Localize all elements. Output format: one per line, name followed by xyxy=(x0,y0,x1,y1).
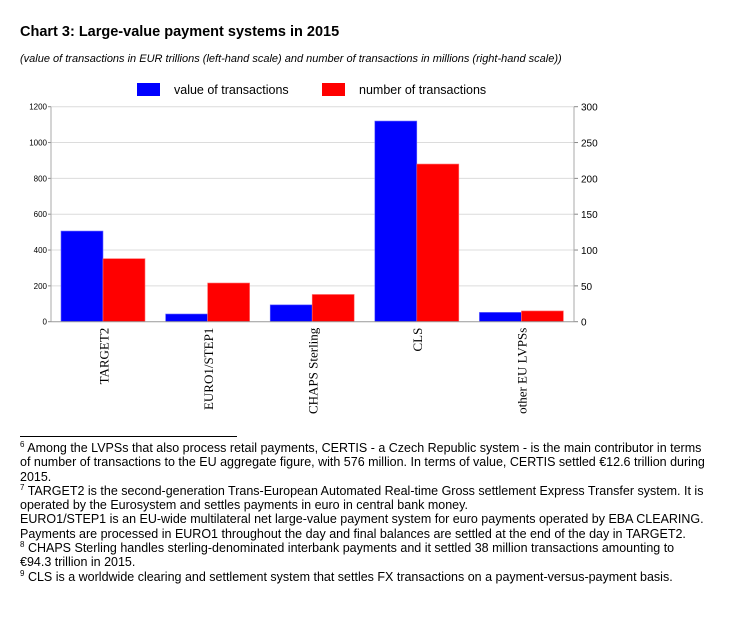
right-tick-label: 250 xyxy=(581,139,598,150)
footnote-mark: 6 xyxy=(20,440,25,449)
footnote-text: CLS is a worldwide clearing and settleme… xyxy=(27,569,673,584)
legend-label: value of transactions xyxy=(174,83,289,97)
category-label: EURO1/STEP1 xyxy=(201,328,216,410)
footnote-divider xyxy=(20,436,237,437)
legend-swatch-value xyxy=(137,83,160,96)
footnote-9-line: 9 CLS is a worldwide clearing and settle… xyxy=(20,568,735,584)
footnote-7-line: 7 TARGET2 is the second-generation Trans… xyxy=(20,482,735,498)
left-tick-label: 800 xyxy=(34,174,48,183)
bar-number-2 xyxy=(311,294,355,323)
right-tick-label: 200 xyxy=(581,174,598,185)
bar-value-4 xyxy=(479,312,522,322)
bar-number-0 xyxy=(102,258,146,322)
footnote-mark: 7 xyxy=(20,482,25,492)
bar-value-1 xyxy=(165,313,208,322)
footnote-text: operated by the Eurosystem and settles p… xyxy=(20,498,468,513)
left-tick-label: 0 xyxy=(43,318,48,327)
footnote-6-line: of number of transactions to the EU aggr… xyxy=(20,455,735,469)
footnote-7-line: operated by the Eurosystem and settles p… xyxy=(20,498,735,512)
footnote-6-line: 2015. xyxy=(20,470,735,484)
right-tick-label: 300 xyxy=(581,103,598,114)
footnote-text: EURO1/STEP1 is an EU-wide multilateral n… xyxy=(20,512,704,527)
footnote-8-line: €94.3 trillion in 2015. xyxy=(20,555,735,569)
footnote-7-line: Payments are processed in EURO1 througho… xyxy=(20,527,735,541)
legend-swatch-number xyxy=(322,83,345,96)
bar-value-0 xyxy=(60,230,104,323)
bar-value-2 xyxy=(269,304,313,323)
bar-chart: 0 200 400 600 800 1000 1200 0 50 100 150 200 250 300 T… xyxy=(29,83,598,414)
category-label: other EU LVPSs xyxy=(515,328,530,414)
footnote-mark: 8 xyxy=(20,540,25,550)
footnote-text: of number of transactions to the EU aggr… xyxy=(20,455,705,470)
left-tick-label: 200 xyxy=(34,282,48,291)
bar-number-3 xyxy=(416,163,460,323)
left-tick-label: 600 xyxy=(34,210,48,219)
bar-value-3 xyxy=(374,120,418,323)
footnote-text: CHAPS Sterling handles sterling-denomina… xyxy=(27,541,675,556)
left-tick-label: 1000 xyxy=(29,139,47,148)
footnote-text: 2015. xyxy=(20,469,52,484)
footnote-text: TARGET2 is the second-generation Trans-E… xyxy=(27,483,704,498)
left-tick-label: 1200 xyxy=(29,103,47,112)
category-label: CHAPS Sterling xyxy=(306,327,321,414)
footnotes: 6 Among the LVPSs that also process reta… xyxy=(20,441,735,584)
right-tick-label: 100 xyxy=(581,246,598,257)
footnote-8-line: 8 CHAPS Sterling handles sterling-denomi… xyxy=(20,540,735,556)
category-label: CLS xyxy=(410,328,425,352)
right-tick-label: 0 xyxy=(581,318,587,329)
right-tick-label: 150 xyxy=(581,210,598,221)
legend-label: number of transactions xyxy=(359,83,486,97)
footnote-text: €94.3 trillion in 2015. xyxy=(20,555,136,570)
footnote-text: Among the LVPSs that also process retail… xyxy=(27,441,702,455)
left-tick-label: 400 xyxy=(34,246,48,255)
chart-title: Chart 3: Large-value payment systems in … xyxy=(20,24,340,40)
bar-number-1 xyxy=(207,282,250,323)
bar-number-4 xyxy=(521,310,564,323)
footnote-mark: 9 xyxy=(20,568,25,578)
category-label: TARGET2 xyxy=(96,328,111,385)
chart-subtitle: (value of transactions in EUR trillions … xyxy=(20,53,562,65)
footnote-6-line: 6 Among the LVPSs that also process reta… xyxy=(20,440,735,456)
right-tick-label: 50 xyxy=(581,282,593,293)
footnote-text: Payments are processed in EURO1 througho… xyxy=(20,526,686,541)
footnote-7-line: EURO1/STEP1 is an EU-wide multilateral n… xyxy=(20,512,735,526)
